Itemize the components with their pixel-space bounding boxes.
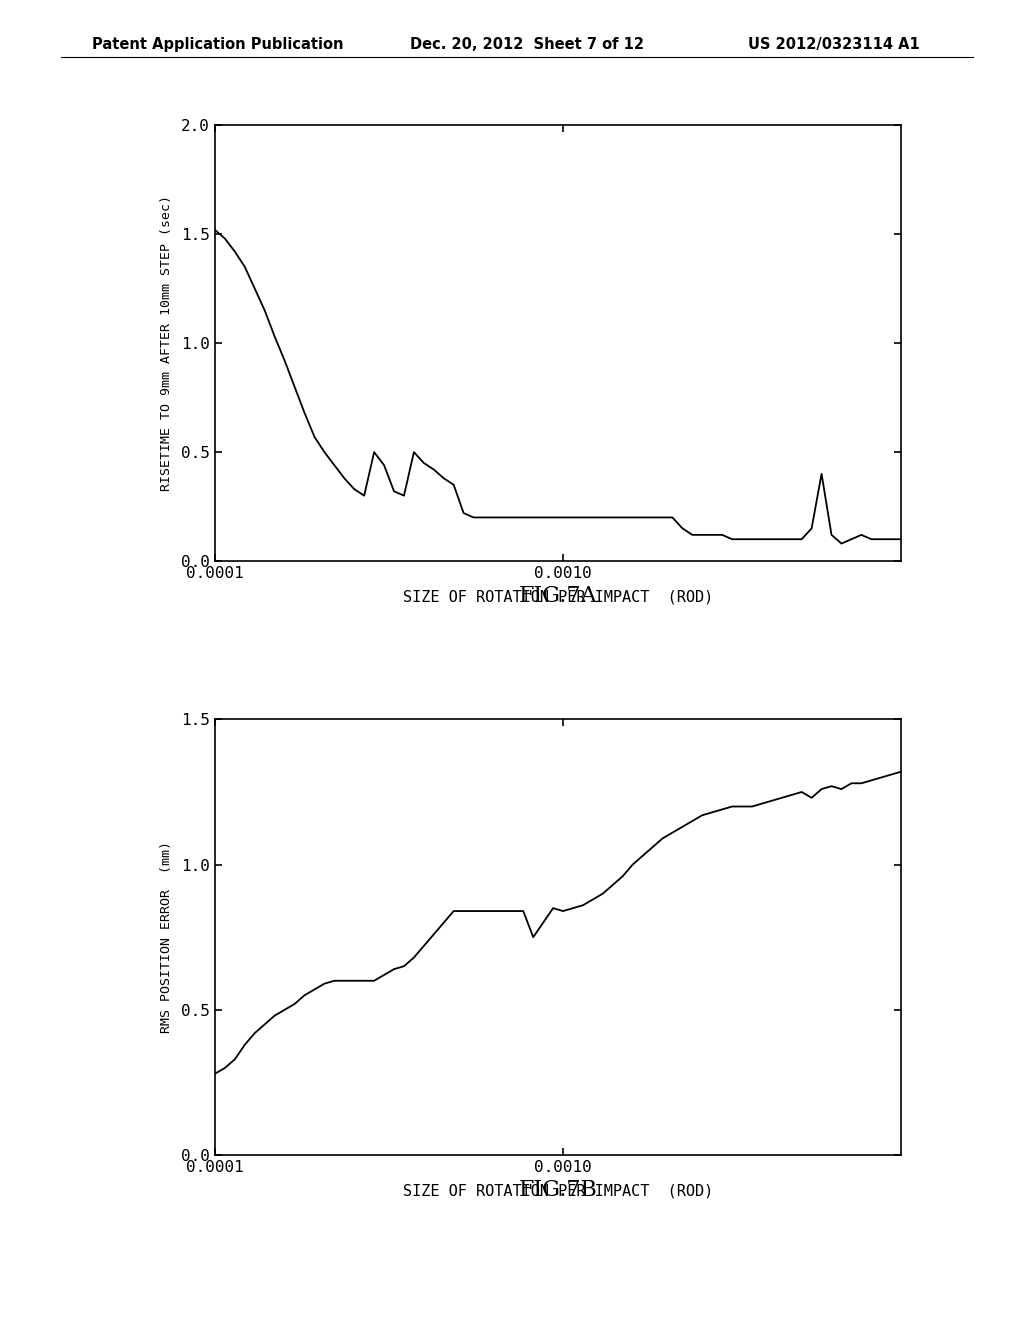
- X-axis label: SIZE OF ROTATION PER IMPACT  (ROD): SIZE OF ROTATION PER IMPACT (ROD): [403, 589, 713, 605]
- Text: US 2012/0323114 A1: US 2012/0323114 A1: [748, 37, 920, 51]
- Y-axis label: RMS POSITION ERROR  (mm): RMS POSITION ERROR (mm): [160, 841, 173, 1034]
- Text: FIG.7A: FIG.7A: [519, 585, 597, 607]
- Text: Patent Application Publication: Patent Application Publication: [92, 37, 344, 51]
- X-axis label: SIZE OF ROTATION PER IMPACT  (ROD): SIZE OF ROTATION PER IMPACT (ROD): [403, 1183, 713, 1199]
- Text: FIG.7B: FIG.7B: [518, 1179, 598, 1201]
- Y-axis label: RISETIME TO 9mm AFTER 10mm STEP (sec): RISETIME TO 9mm AFTER 10mm STEP (sec): [160, 195, 173, 491]
- Text: Dec. 20, 2012  Sheet 7 of 12: Dec. 20, 2012 Sheet 7 of 12: [410, 37, 644, 51]
